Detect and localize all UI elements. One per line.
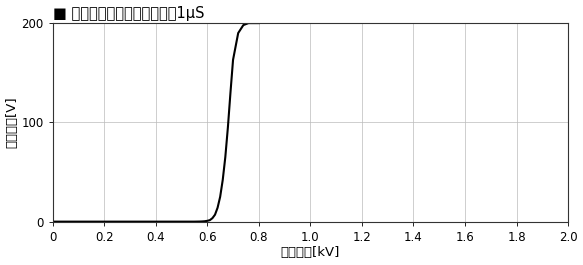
Y-axis label: 出力電圧[V]: 出力電圧[V] [6, 96, 19, 148]
Text: ■ パルス減衰特性　パルス年1μS: ■ パルス減衰特性 パルス年1μS [52, 6, 204, 21]
X-axis label: 入力電圧[kV]: 入力電圧[kV] [280, 246, 340, 259]
